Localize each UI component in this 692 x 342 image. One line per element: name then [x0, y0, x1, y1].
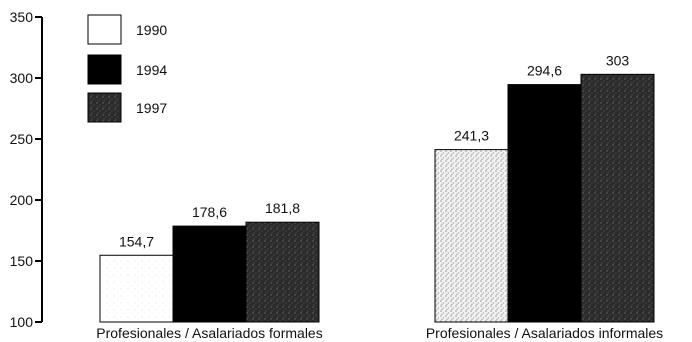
- legend-swatch-1994: [87, 54, 122, 85]
- bar-1994-2: [507, 84, 582, 323]
- category-label-1: Profesionales / Asalariados formales: [96, 325, 322, 341]
- data-label-1990-2: 241,3: [454, 128, 489, 144]
- y-tick-label: 250: [10, 131, 34, 147]
- legend: 1990 1994 1997: [87, 14, 167, 123]
- data-label-1994-1: 178,6: [192, 204, 227, 220]
- axes: 100 150 200 250 300 350: [10, 9, 43, 330]
- bar-1997-2: [580, 73, 655, 323]
- legend-swatch-1990: [87, 14, 122, 45]
- data-label-1997-1: 181,8: [265, 200, 300, 216]
- bars: [99, 73, 655, 323]
- y-tick-label: 300: [10, 70, 34, 86]
- category-label-2: Profesionales / Asalariados informales: [426, 325, 663, 341]
- bar-1997-1: [245, 221, 320, 323]
- data-label-1990-1: 154,7: [119, 233, 154, 249]
- legend-swatch-1997: [87, 92, 122, 123]
- data-label-1997-2: 303: [606, 52, 630, 68]
- bar-1990-1: [99, 254, 174, 323]
- legend-label-1997: 1997: [136, 100, 167, 116]
- bar-1994-1: [172, 225, 247, 323]
- legend-label-1994: 1994: [136, 62, 167, 78]
- data-label-1994-2: 294,6: [527, 63, 562, 79]
- data-labels: 154,7 178,6 181,8 Profesionales / Asalariad…: [96, 52, 663, 341]
- bar-1990-2: [434, 149, 509, 323]
- legend-label-1990: 1990: [136, 22, 167, 38]
- y-tick-label: 150: [10, 253, 34, 269]
- y-tick-label: 100: [10, 314, 34, 330]
- y-tick-label: 350: [10, 9, 34, 25]
- y-tick-label: 200: [10, 192, 34, 208]
